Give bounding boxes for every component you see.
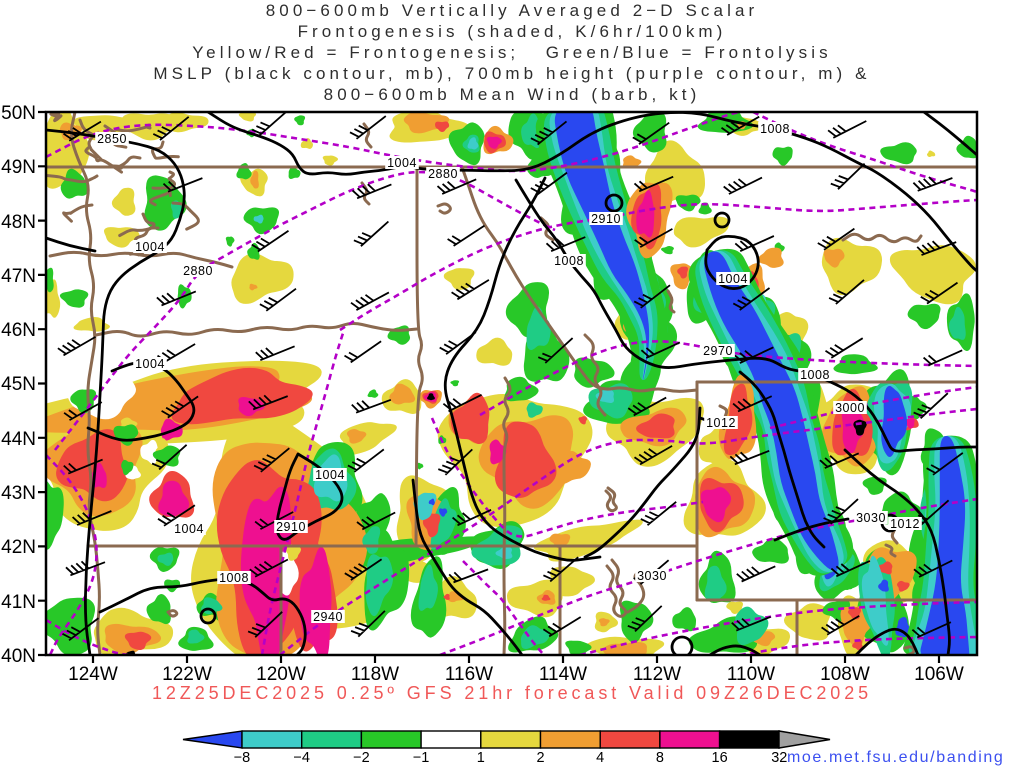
svg-text:1004: 1004 (315, 468, 345, 482)
svg-text:1008: 1008 (760, 122, 790, 136)
svg-text:2880: 2880 (428, 167, 458, 181)
svg-text:1012: 1012 (706, 416, 736, 430)
svg-text:1004: 1004 (135, 240, 165, 254)
svg-text:2850: 2850 (97, 132, 127, 146)
svg-text:8: 8 (656, 750, 664, 766)
svg-text:−4: −4 (293, 750, 310, 766)
svg-text:2880: 2880 (183, 264, 213, 278)
svg-text:4: 4 (596, 750, 604, 766)
svg-text:3030: 3030 (856, 511, 886, 525)
svg-text:2: 2 (536, 750, 544, 766)
svg-text:3030: 3030 (637, 569, 667, 583)
svg-text:1012: 1012 (890, 517, 920, 531)
svg-text:2910: 2910 (591, 212, 621, 226)
svg-text:1004: 1004 (718, 272, 748, 286)
svg-text:−8: −8 (234, 750, 251, 766)
svg-text:1004: 1004 (387, 156, 417, 170)
svg-text:1004: 1004 (174, 522, 204, 536)
svg-text:1008: 1008 (554, 254, 584, 268)
svg-text:1008: 1008 (219, 571, 249, 585)
svg-text:2940: 2940 (313, 610, 343, 624)
svg-text:16: 16 (712, 750, 728, 766)
svg-text:3000: 3000 (835, 401, 865, 415)
svg-text:1008: 1008 (800, 368, 830, 382)
svg-text:−2: −2 (353, 750, 370, 766)
svg-text:32: 32 (771, 750, 787, 766)
svg-text:1: 1 (477, 750, 485, 766)
svg-text:2970: 2970 (703, 344, 733, 358)
svg-text:−1: −1 (413, 750, 430, 766)
svg-text:2910: 2910 (276, 520, 306, 534)
svg-text:1004: 1004 (135, 357, 165, 371)
